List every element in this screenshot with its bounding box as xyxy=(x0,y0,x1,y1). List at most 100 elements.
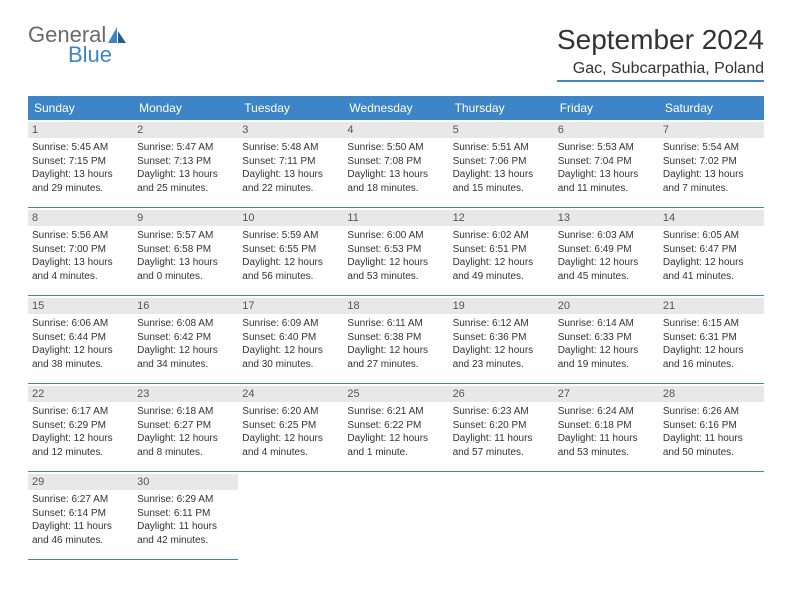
daylight-text: Daylight: 12 hours and 1 minute. xyxy=(347,432,444,459)
header: General Blue September 2024 Gac, Subcarp… xyxy=(28,24,764,82)
sunset-text: Sunset: 7:00 PM xyxy=(32,243,129,257)
sunset-text: Sunset: 6:44 PM xyxy=(32,331,129,345)
sunset-text: Sunset: 6:40 PM xyxy=(242,331,339,345)
day-number: 18 xyxy=(343,298,448,314)
day-cell: 24Sunrise: 6:20 AMSunset: 6:25 PMDayligh… xyxy=(238,384,343,472)
location-text: Gac, Subcarpathia, Poland xyxy=(557,60,764,82)
title-block: September 2024 Gac, Subcarpathia, Poland xyxy=(557,24,764,82)
logo-word2: Blue xyxy=(68,44,128,66)
day-number: 13 xyxy=(554,210,659,226)
sunrise-text: Sunrise: 6:09 AM xyxy=(242,317,339,331)
day-number: 26 xyxy=(449,386,554,402)
daylight-text: Daylight: 12 hours and 12 minutes. xyxy=(32,432,129,459)
day-cell: 29Sunrise: 6:27 AMSunset: 6:14 PMDayligh… xyxy=(28,472,133,560)
daylight-text: Daylight: 13 hours and 22 minutes. xyxy=(242,168,339,195)
day-number: 10 xyxy=(238,210,343,226)
day-cell: 16Sunrise: 6:08 AMSunset: 6:42 PMDayligh… xyxy=(133,296,238,384)
daylight-text: Daylight: 12 hours and 8 minutes. xyxy=(137,432,234,459)
day-number: 6 xyxy=(554,122,659,138)
daylight-text: Daylight: 12 hours and 56 minutes. xyxy=(242,256,339,283)
weekday-header: Saturday xyxy=(659,96,764,120)
day-number: 25 xyxy=(343,386,448,402)
daylight-text: Daylight: 13 hours and 11 minutes. xyxy=(558,168,655,195)
day-number: 28 xyxy=(659,386,764,402)
day-number: 24 xyxy=(238,386,343,402)
day-number: 3 xyxy=(238,122,343,138)
day-number: 12 xyxy=(449,210,554,226)
sunset-text: Sunset: 6:22 PM xyxy=(347,419,444,433)
sunset-text: Sunset: 7:06 PM xyxy=(453,155,550,169)
sunrise-text: Sunrise: 5:54 AM xyxy=(663,141,760,155)
sunset-text: Sunset: 7:04 PM xyxy=(558,155,655,169)
sunrise-text: Sunrise: 6:00 AM xyxy=(347,229,444,243)
daylight-text: Daylight: 12 hours and 16 minutes. xyxy=(663,344,760,371)
daylight-text: Daylight: 12 hours and 27 minutes. xyxy=(347,344,444,371)
daylight-text: Daylight: 13 hours and 7 minutes. xyxy=(663,168,760,195)
sunset-text: Sunset: 6:33 PM xyxy=(558,331,655,345)
daylight-text: Daylight: 13 hours and 18 minutes. xyxy=(347,168,444,195)
sunset-text: Sunset: 6:11 PM xyxy=(137,507,234,521)
sunset-text: Sunset: 6:49 PM xyxy=(558,243,655,257)
day-cell: 13Sunrise: 6:03 AMSunset: 6:49 PMDayligh… xyxy=(554,208,659,296)
day-cell: 25 Sunrise: 6:21 AMSunset: 6:22 PMDayligh… xyxy=(343,384,448,472)
daylight-text: Daylight: 11 hours and 57 minutes. xyxy=(453,432,550,459)
sunset-text: Sunset: 6:25 PM xyxy=(242,419,339,433)
sunrise-text: Sunrise: 6:18 AM xyxy=(137,405,234,419)
day-cell: 19 Sunrise: 6:12 AMSunset: 6:36 PMDayligh… xyxy=(449,296,554,384)
sunset-text: Sunset: 6:36 PM xyxy=(453,331,550,345)
day-cell: 6 Sunrise: 5:53 AMSunset: 7:04 PMDaylight… xyxy=(554,120,659,208)
sunrise-text: Sunrise: 6:12 AM xyxy=(453,317,550,331)
sunset-text: Sunset: 6:14 PM xyxy=(32,507,129,521)
day-cell: 8Sunrise: 5:56 AMSunset: 7:00 PMDaylight… xyxy=(28,208,133,296)
sunrise-text: Sunrise: 5:47 AM xyxy=(137,141,234,155)
daylight-text: Daylight: 11 hours and 42 minutes. xyxy=(137,520,234,547)
sunset-text: Sunset: 6:20 PM xyxy=(453,419,550,433)
daylight-text: Daylight: 12 hours and 53 minutes. xyxy=(347,256,444,283)
day-cell: 5Sunrise: 5:51 AMSunset: 7:06 PMDaylight… xyxy=(449,120,554,208)
sunset-text: Sunset: 7:02 PM xyxy=(663,155,760,169)
sunrise-text: Sunrise: 6:21 AM xyxy=(347,405,444,419)
sunrise-text: Sunrise: 6:08 AM xyxy=(137,317,234,331)
sunrise-text: Sunrise: 5:45 AM xyxy=(32,141,129,155)
day-number: 20 xyxy=(554,298,659,314)
sunrise-text: Sunrise: 5:53 AM xyxy=(558,141,655,155)
day-cell: 22Sunrise: 6:17 AMSunset: 6:29 PMDayligh… xyxy=(28,384,133,472)
day-number: 9 xyxy=(133,210,238,226)
daylight-text: Daylight: 12 hours and 45 minutes. xyxy=(558,256,655,283)
sunrise-text: Sunrise: 6:11 AM xyxy=(347,317,444,331)
sunset-text: Sunset: 6:58 PM xyxy=(137,243,234,257)
weekday-header: Monday xyxy=(133,96,238,120)
day-number: 1 xyxy=(28,122,133,138)
day-cell: 20 Sunrise: 6:14 AMSunset: 6:33 PMDayligh… xyxy=(554,296,659,384)
day-cell: 11Sunrise: 6:00 AMSunset: 6:53 PMDayligh… xyxy=(343,208,448,296)
sunrise-text: Sunrise: 6:27 AM xyxy=(32,493,129,507)
sunset-text: Sunset: 6:53 PM xyxy=(347,243,444,257)
sunset-text: Sunset: 7:13 PM xyxy=(137,155,234,169)
weekday-header: Sunday xyxy=(28,96,133,120)
day-cell: 7Sunrise: 5:54 AMSunset: 7:02 PMDaylight… xyxy=(659,120,764,208)
daylight-text: Daylight: 12 hours and 34 minutes. xyxy=(137,344,234,371)
day-number: 4 xyxy=(343,122,448,138)
weekday-header: Thursday xyxy=(449,96,554,120)
day-cell: 4Sunrise: 5:50 AMSunset: 7:08 PMDaylight… xyxy=(343,120,448,208)
daylight-text: Daylight: 11 hours and 46 minutes. xyxy=(32,520,129,547)
sunset-text: Sunset: 6:38 PM xyxy=(347,331,444,345)
daylight-text: Daylight: 13 hours and 0 minutes. xyxy=(137,256,234,283)
daylight-text: Daylight: 12 hours and 23 minutes. xyxy=(453,344,550,371)
day-cell: 10Sunrise: 5:59 AMSunset: 6:55 PMDayligh… xyxy=(238,208,343,296)
sunrise-text: Sunrise: 5:59 AM xyxy=(242,229,339,243)
day-cell: 27Sunrise: 6:24 AMSunset: 6:18 PMDayligh… xyxy=(554,384,659,472)
day-number: 17 xyxy=(238,298,343,314)
day-cell: 23Sunrise: 6:18 AMSunset: 6:27 PMDayligh… xyxy=(133,384,238,472)
day-cell: 28Sunrise: 6:26 AMSunset: 6:16 PMDayligh… xyxy=(659,384,764,472)
sunset-text: Sunset: 6:47 PM xyxy=(663,243,760,257)
daylight-text: Daylight: 12 hours and 19 minutes. xyxy=(558,344,655,371)
logo-sail-icon xyxy=(108,27,128,43)
sunrise-text: Sunrise: 6:14 AM xyxy=(558,317,655,331)
sunset-text: Sunset: 6:51 PM xyxy=(453,243,550,257)
day-cell: 26Sunrise: 6:23 AMSunset: 6:20 PMDayligh… xyxy=(449,384,554,472)
daylight-text: Daylight: 13 hours and 29 minutes. xyxy=(32,168,129,195)
day-number: 30 xyxy=(133,474,238,490)
day-number: 19 xyxy=(449,298,554,314)
day-number: 21 xyxy=(659,298,764,314)
